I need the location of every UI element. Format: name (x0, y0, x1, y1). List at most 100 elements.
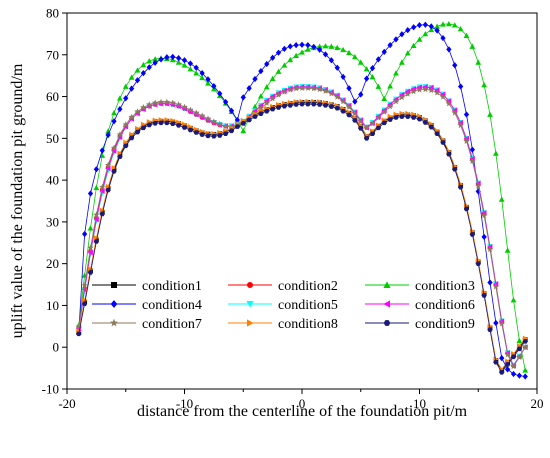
condition4-point (493, 319, 499, 327)
condition4-point (240, 94, 246, 101)
condition9-point (440, 140, 446, 145)
condition7-point (439, 93, 447, 100)
condition9-point (410, 115, 417, 120)
condition7-point (375, 114, 382, 121)
legend-label: condition5 (278, 298, 338, 313)
legend-marker (383, 300, 390, 308)
condition3-point (287, 56, 294, 63)
condition3-point (252, 103, 258, 109)
condition9-point (181, 125, 188, 130)
condition9-point (387, 117, 393, 122)
condition7-point (469, 157, 476, 165)
condition7-point (193, 109, 200, 116)
x-tick-label: 20 (531, 396, 544, 411)
condition4-point (299, 41, 305, 48)
condition3-point (122, 83, 129, 89)
condition4-point (416, 21, 423, 29)
condition4-point (199, 70, 205, 77)
condition9-point (269, 106, 276, 112)
legend-marker (383, 281, 391, 288)
condition9-point (87, 270, 94, 275)
condition9-point (381, 120, 387, 126)
condition3-point (334, 44, 341, 51)
condition3-point (434, 23, 441, 29)
y-tick-label: 60 (46, 89, 59, 104)
condition9-point (463, 206, 470, 212)
condition9-point (152, 121, 158, 126)
condition9-point (217, 133, 223, 138)
condition7-point (257, 104, 265, 111)
condition9-point (193, 130, 199, 135)
condition9-point (281, 103, 288, 109)
condition4-point (334, 64, 340, 71)
condition9-point (287, 103, 293, 108)
condition7-point (298, 84, 306, 91)
condition7-point (316, 86, 323, 93)
condition3-point (175, 59, 182, 65)
condition9-point (352, 118, 358, 123)
condition4-point (322, 51, 329, 58)
condition4-point (457, 83, 464, 90)
condition9-point (158, 120, 164, 126)
legend-item-condition3: condition3 (365, 279, 475, 294)
condition4-point (369, 65, 376, 72)
condition7-point (204, 115, 212, 122)
condition7-point (451, 109, 458, 116)
condition3-point (128, 74, 135, 80)
condition4-point (452, 62, 458, 69)
condition9-point (475, 261, 481, 266)
condition4-point (252, 75, 258, 83)
condition4-point (387, 42, 393, 49)
condition4-point (193, 64, 199, 71)
condition7-point (81, 282, 88, 289)
condition9-point (246, 117, 252, 123)
condition9-point (128, 135, 135, 141)
condition3-point (492, 150, 499, 156)
condition3-point (199, 74, 206, 81)
condition9-point (258, 111, 264, 116)
x-axis-title: distance from the centerline of the foun… (137, 403, 468, 420)
condition7-point (169, 99, 176, 106)
condition7-point (292, 85, 300, 92)
condition3-point (475, 59, 482, 65)
condition3-point (457, 25, 464, 32)
condition9-point (522, 339, 528, 344)
x-tick-label: -10 (176, 396, 193, 411)
y-tick-label: 80 (46, 6, 59, 21)
condition4-point (181, 57, 188, 64)
condition9-point (211, 133, 217, 139)
condition7-point (122, 121, 129, 128)
condition3-point (522, 367, 529, 373)
series-condition9 (76, 101, 528, 375)
condition9-point (340, 108, 346, 114)
condition7-point (75, 323, 82, 330)
condition9-point (76, 331, 82, 337)
condition9-point (346, 112, 352, 118)
y-axis-title: uplift value of the foundation pit groun… (9, 63, 26, 338)
condition9-point (457, 184, 464, 190)
condition9-point (99, 211, 105, 217)
condition9-point (393, 115, 399, 120)
condition7-point (428, 86, 435, 94)
condition3-point (381, 95, 388, 102)
condition6-point (87, 249, 93, 256)
condition7-point (369, 120, 376, 127)
condition3-point (416, 36, 423, 42)
condition4-point (134, 77, 141, 84)
condition9-point (170, 121, 176, 126)
condition9-point (363, 136, 370, 141)
condition3-point (422, 31, 429, 37)
condition4-point (205, 76, 211, 83)
condition4-point (123, 95, 129, 102)
condition7-point (110, 144, 118, 151)
condition9-point (234, 124, 241, 129)
condition7-point (287, 86, 294, 93)
condition7-point (175, 101, 182, 108)
condition7-point (398, 94, 406, 101)
condition4-point (93, 166, 100, 173)
condition4-point (487, 279, 493, 286)
condition3-point (152, 56, 159, 62)
y-axis: -10 0 10 20 30 40 50 60 70 80 (42, 6, 67, 397)
x-tick-label: 0 (299, 396, 306, 411)
condition4-point (152, 59, 158, 66)
